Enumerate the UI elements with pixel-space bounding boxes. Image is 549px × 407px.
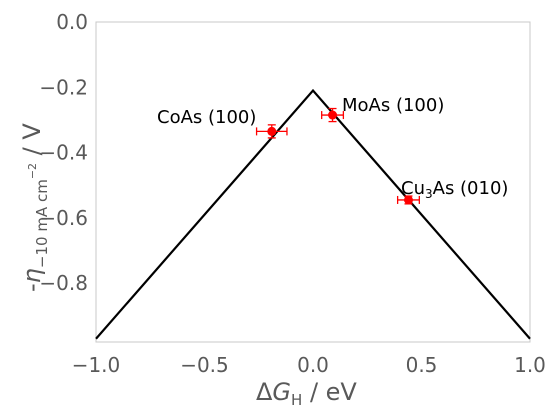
data-points <box>255 107 420 205</box>
data-point <box>321 107 345 123</box>
y-label-minus: - <box>18 283 46 292</box>
x-label-sub: H <box>291 391 302 407</box>
x-label-delta: Δ <box>256 378 273 406</box>
y-label-sub: −10 mA cm <box>33 179 51 268</box>
annotation-cu3as-main: Cu <box>401 178 425 199</box>
x-tick-label: 0.5 <box>406 353 438 377</box>
volcano-line <box>95 88 531 340</box>
annotation-cu3as: Cu3As (010) <box>401 178 508 201</box>
annotation-coas: CoAs (100) <box>157 107 256 128</box>
x-tick-label: −1.0 <box>72 353 121 377</box>
volcano-lines <box>95 88 531 340</box>
x-axis-label: ΔGH / eV <box>256 378 357 407</box>
y-label-rest: / V <box>18 123 46 163</box>
data-point <box>396 195 420 205</box>
annotation-cu3as-rest: As (010) <box>433 178 509 199</box>
y-label-sup: −2 <box>26 163 39 179</box>
x-label-g: G <box>272 378 291 406</box>
annotation-moas: MoAs (100) <box>342 95 444 116</box>
y-tick-label: −0.6 <box>39 206 88 230</box>
x-label-rest: / eV <box>302 378 357 406</box>
y-axis-ticks: 0.0 −0.2 −0.4 −0.6 −0.8 <box>39 10 88 295</box>
plot-frame <box>95 21 531 343</box>
data-point-marker <box>403 195 413 205</box>
y-axis-label: -η−10 mA cm−2 / V <box>18 123 51 292</box>
x-tick-label: 1.0 <box>514 353 546 377</box>
y-tick-label: 0.0 <box>56 10 88 34</box>
y-label-eta: η <box>18 268 46 283</box>
data-point <box>255 124 288 139</box>
data-point-marker <box>328 110 338 120</box>
y-tick-label: −0.2 <box>39 75 88 99</box>
y-tick-label: −0.8 <box>39 271 88 295</box>
data-point-marker <box>267 126 277 136</box>
x-tick-label: 0.0 <box>297 353 329 377</box>
x-axis-ticks: −1.0 −0.5 0.0 0.5 1.0 <box>72 353 546 377</box>
annotation-cu3as-sub: 3 <box>425 187 433 201</box>
y-tick-label: −0.4 <box>39 141 88 165</box>
x-tick-label: −0.5 <box>180 353 229 377</box>
